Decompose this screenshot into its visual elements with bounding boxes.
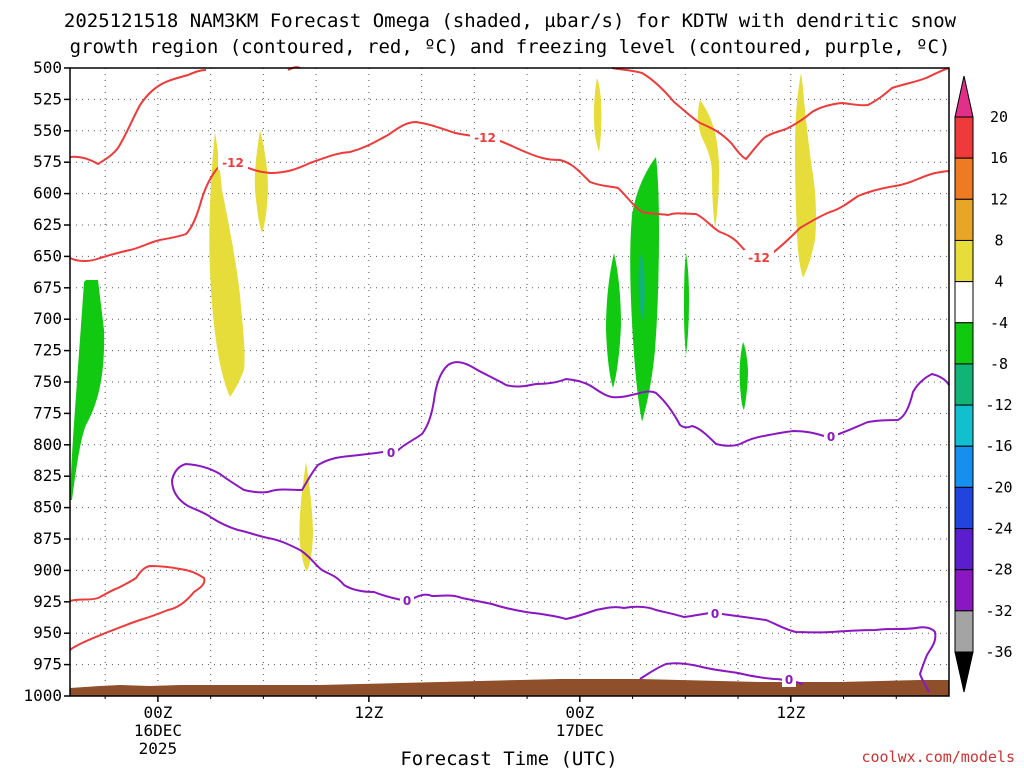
plot-area (70, 68, 949, 696)
omega-shade-green (684, 253, 689, 355)
colorbar-segment (954, 528, 974, 571)
colorbar-segment (954, 445, 974, 488)
y-tick-label: 775 (33, 403, 62, 422)
y-tick-label: 950 (33, 623, 62, 642)
omega-shade-yellow (697, 100, 719, 228)
red-contour-line (69, 120, 950, 262)
omega-shade-cyan (638, 254, 645, 320)
x-tick-label: 12Z (776, 703, 805, 722)
y-tick-label: 800 (33, 435, 62, 454)
red-contour-labels: -12 -12 -12 (218, 130, 774, 265)
y-tick-label: 525 (33, 89, 62, 108)
y-tick-label: 875 (33, 529, 62, 548)
colorbar-label: -4 (990, 314, 1008, 332)
x-tick-label: 00Z (565, 703, 594, 722)
colorbar-label: -32 (985, 602, 1012, 620)
x-tick-date: 16DEC (134, 721, 182, 740)
y-axis: 500 525 550 575 600 625 650 675 700 725 750 775 800 8… (23, 58, 70, 705)
y-tick-label: 550 (33, 121, 62, 140)
purple-contour-label: 0 (827, 430, 835, 444)
omega-shade-green (70, 280, 105, 500)
omega-shading (70, 73, 817, 571)
purple-contour-label: 0 (785, 673, 793, 687)
omega-shade-green (739, 342, 748, 410)
colorbar-label: 16 (990, 149, 1008, 167)
colorbar-segment (954, 322, 974, 365)
y-tick-label: 575 (33, 152, 62, 171)
red-contour-line (69, 564, 206, 651)
y-tick-label: 650 (33, 246, 62, 265)
colorbar-label: -12 (985, 396, 1012, 414)
omega-shade-yellow (593, 78, 602, 152)
y-tick-label: 700 (33, 309, 62, 328)
colorbar-top-triangle (954, 75, 974, 118)
purple-contour-label: 0 (711, 607, 719, 621)
colorbar-segment (954, 404, 974, 447)
y-tick-label: 900 (33, 560, 62, 579)
omega-shade-yellow (209, 132, 245, 397)
omega-shade-green (606, 253, 621, 388)
x-tick-date: 17DEC (556, 721, 604, 740)
colorbar-segment (954, 569, 974, 612)
y-tick-label: 975 (33, 655, 62, 674)
colorbar-label: -16 (985, 437, 1012, 455)
colorbar-label: -20 (985, 478, 1012, 496)
y-tick-label: 625 (33, 215, 62, 234)
colorbar-label: -36 (985, 643, 1012, 661)
x-tick-year: 2025 (139, 739, 178, 758)
red-contour-label: -12 (222, 156, 244, 170)
purple-contour-label: 0 (387, 446, 395, 460)
y-tick-label: 850 (33, 498, 62, 517)
purple-contour-line (639, 662, 804, 685)
colorbar-label: 4 (994, 273, 1003, 291)
colorbar-segment (954, 198, 974, 241)
y-tick-label: 500 (33, 58, 62, 77)
x-axis-label: Forecast Time (UTC) (400, 748, 617, 768)
colorbar-segment (954, 281, 974, 324)
ground-surface (70, 679, 949, 696)
colorbar: 20 16 12 8 4 -4 -8 -12 -16 -20 -24 -28 -32 -36 (954, 75, 1013, 693)
colorbar-segment (954, 363, 974, 406)
purple-contour-line (395, 361, 950, 453)
colorbar-segment (954, 116, 974, 159)
y-tick-label: 750 (33, 372, 62, 391)
red-contour-label: -12 (748, 251, 770, 265)
omega-shade-yellow (254, 130, 268, 233)
purple-contour-label: 0 (403, 594, 411, 608)
y-tick-label: 925 (33, 592, 62, 611)
colorbar-segment (954, 610, 974, 653)
red-contour-label: -12 (474, 131, 496, 145)
y-tick-label: 725 (33, 341, 62, 360)
colorbar-label: 12 (990, 190, 1008, 208)
colorbar-label: -24 (985, 520, 1012, 538)
x-tick-label: 00Z (143, 703, 172, 722)
colorbar-label: -8 (990, 355, 1008, 373)
red-contours (69, 66, 950, 651)
purple-contours (170, 361, 950, 693)
y-tick-label: 600 (33, 184, 62, 203)
colorbar-segment (954, 157, 974, 200)
purple-contour-line (170, 451, 937, 693)
red-contour-line (611, 67, 950, 161)
chart-title-line2: growth region (contoured, red, ºC) and f… (70, 36, 951, 58)
colorbar-label: 8 (994, 231, 1003, 249)
purple-contour-labels: 0 0 0 0 0 (384, 429, 838, 687)
colorbar-label: 20 (990, 108, 1008, 126)
y-tick-label: 675 (33, 278, 62, 297)
y-tick-label: 1000 (23, 686, 62, 705)
credit-text: coolwx.com/models (861, 748, 1015, 766)
colorbar-bottom-triangle (954, 651, 974, 693)
colorbar-label: -28 (985, 561, 1012, 579)
chart-title-line1: 2025121518 NAM3KM Forecast Omega (shaded… (64, 10, 957, 32)
y-tick-label: 825 (33, 466, 62, 485)
colorbar-segment (954, 486, 974, 530)
x-tick-label: 12Z (354, 703, 383, 722)
colorbar-segment (954, 239, 974, 283)
